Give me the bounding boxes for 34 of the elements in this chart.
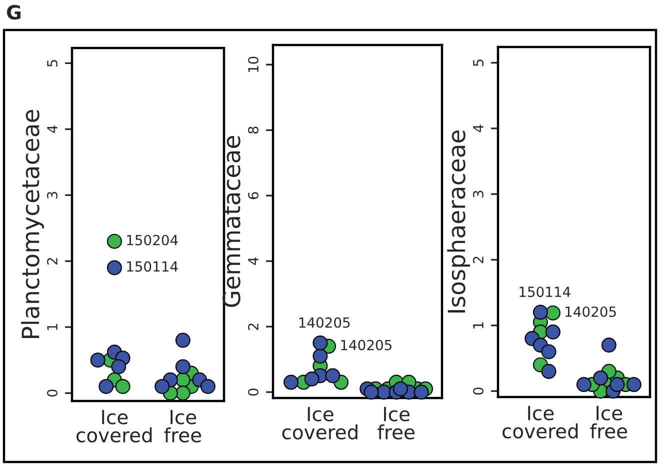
x-tick-label: Ice covered: [76, 410, 152, 442]
annotation: 150204: [127, 234, 178, 246]
y-tick-label: 4: [248, 257, 258, 265]
y-tick-label: 4: [47, 126, 58, 133]
x-tick-label: Ice free: [378, 406, 414, 440]
y-axis-title: Isosphaeraceae: [447, 130, 470, 313]
annotation: 140205: [341, 340, 392, 350]
y-tick-label: 10: [248, 56, 259, 72]
y-tick-label: 5: [473, 60, 484, 66]
y-tick-label: 2: [47, 258, 58, 265]
y-tick-label: 2: [248, 324, 258, 330]
y-tick-label: 0: [47, 390, 58, 397]
y-tick-label: 1: [47, 324, 58, 330]
x-tick-label: Ice covered: [502, 406, 578, 438]
y-tick-label: 5: [47, 60, 58, 67]
y-tick-label: 1: [473, 322, 484, 328]
y-tick-label: 0: [473, 388, 484, 395]
text: G: [6, 4, 21, 20]
annotation: 140205: [566, 306, 616, 317]
x-tick-label: Ice free: [590, 406, 628, 438]
y-tick-label: 3: [473, 190, 484, 198]
annotation: 140205: [299, 317, 350, 328]
y-tick-label: 3: [47, 192, 58, 198]
y-axis-title: Planctomycetaceae: [21, 110, 44, 338]
y-tick-label: 0: [248, 388, 259, 396]
y-tick-label: 6: [248, 192, 259, 200]
y-tick-label: 4: [473, 124, 484, 132]
annotation: 150114: [520, 286, 570, 298]
annotation: 150114: [127, 261, 178, 272]
x-tick-label: Ice free: [164, 410, 202, 442]
y-axis-title: Gemmataceae: [222, 136, 240, 307]
y-tick-label: 2: [473, 256, 484, 264]
y-tick-label: 8: [248, 126, 259, 134]
x-tick-label: Ice covered: [282, 406, 358, 440]
